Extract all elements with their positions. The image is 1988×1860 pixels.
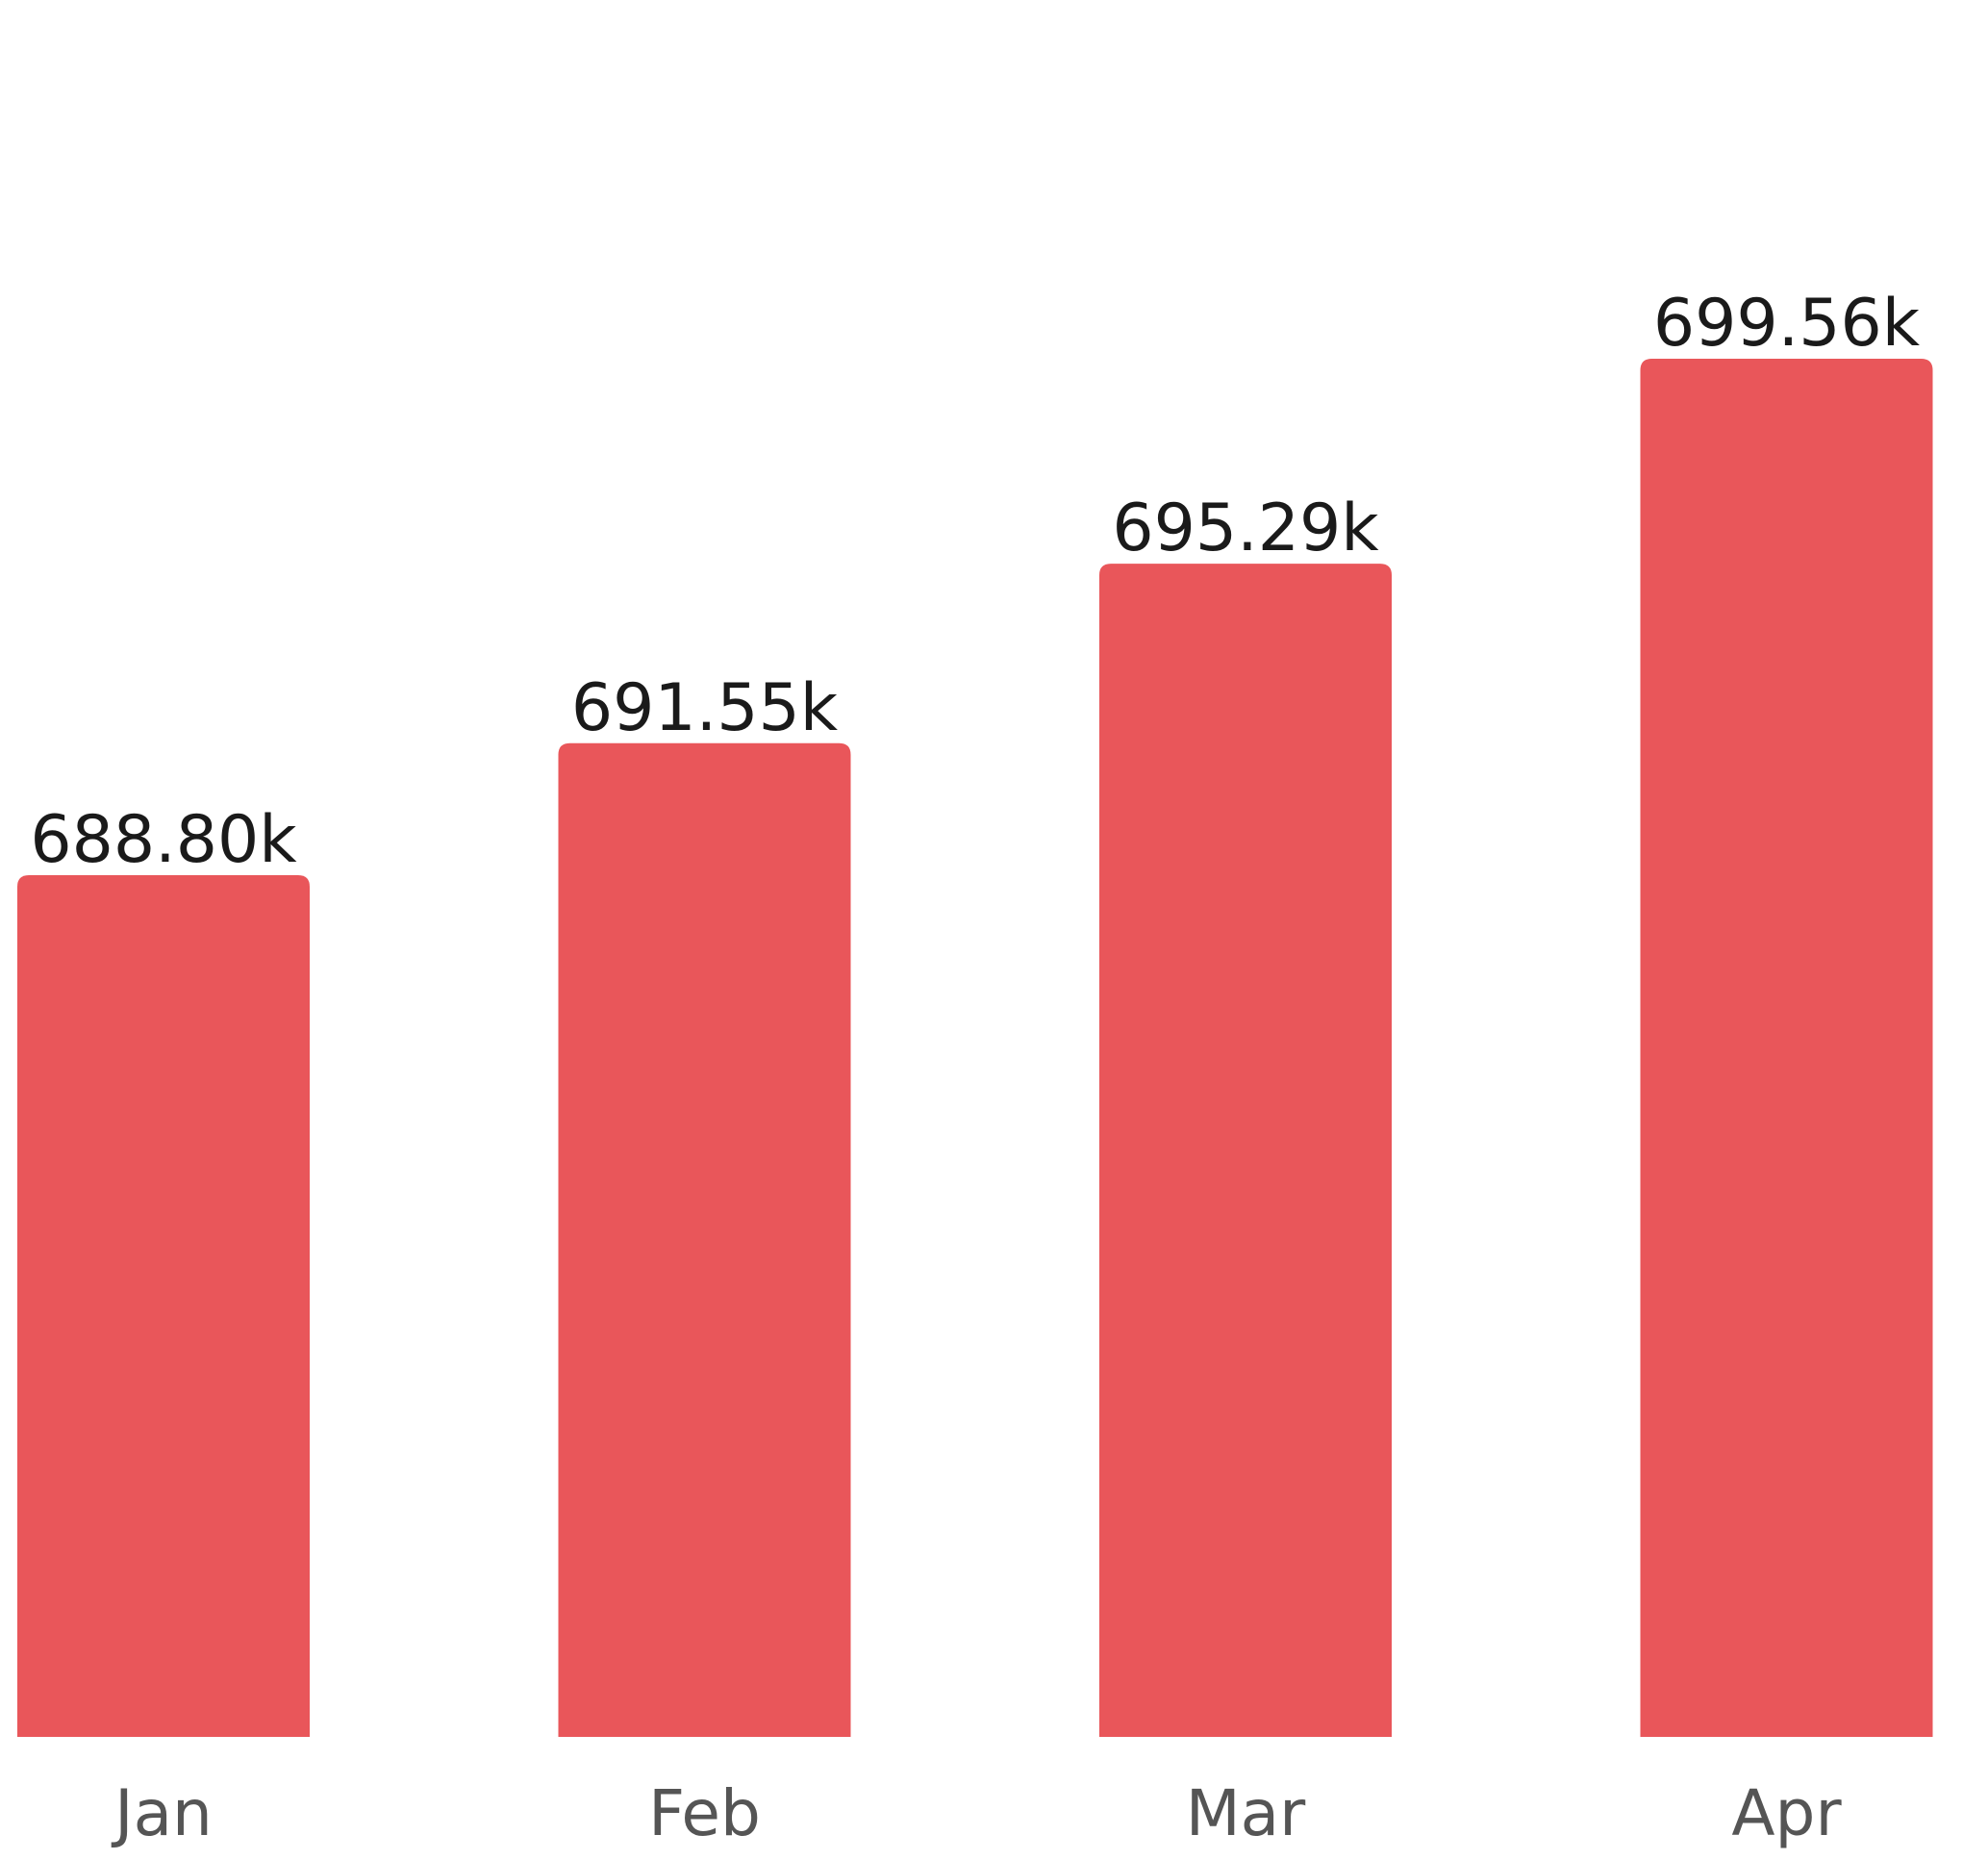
bar-jan	[17, 875, 310, 1737]
x-tick-label-apr: Apr	[1731, 1776, 1842, 1850]
bar-feb	[558, 742, 851, 1737]
bar-apr	[1640, 359, 1933, 1737]
x-tick-label-feb: Feb	[648, 1776, 761, 1850]
data-label-feb: 691.55k	[571, 670, 839, 746]
data-label-mar: 695.29k	[1112, 490, 1379, 566]
x-tick-label-mar: Mar	[1186, 1776, 1306, 1850]
bar-mar	[1099, 564, 1392, 1737]
data-label-jan: 688.80k	[30, 802, 297, 878]
x-tick-label-jan: Jan	[111, 1776, 213, 1850]
data-label-apr: 699.56k	[1653, 286, 1921, 362]
